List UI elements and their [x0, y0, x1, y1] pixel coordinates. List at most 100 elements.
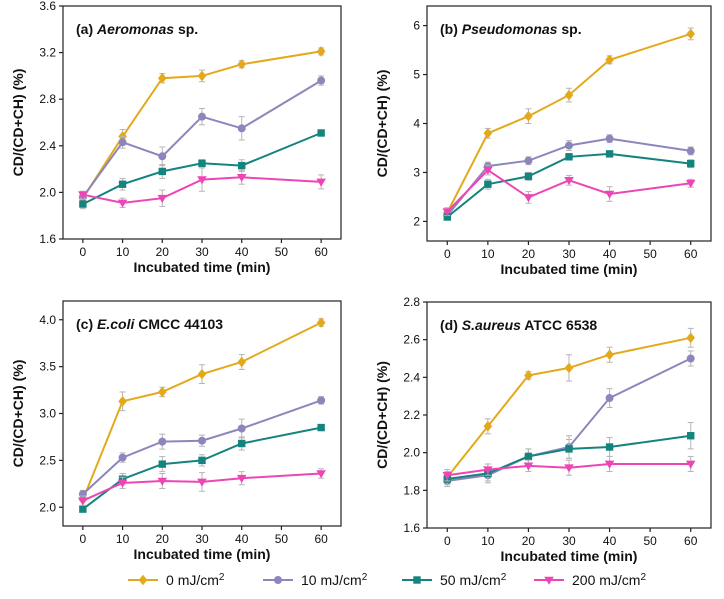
y-tick-label: 2.0: [403, 446, 420, 460]
y-tick-label: 3.0: [39, 407, 56, 421]
data-point: [524, 370, 533, 381]
data-point: [157, 477, 168, 486]
series-0-mj: [78, 317, 326, 506]
data-point: [157, 386, 167, 398]
series-line: [447, 434, 691, 480]
y-tick-label: 4.0: [39, 313, 56, 327]
data-point: [79, 200, 87, 208]
data-point: [605, 150, 614, 158]
data-point: [483, 421, 493, 432]
series-200-mj: [78, 167, 326, 209]
panel-title: (c) E.coli CMCC 44103: [76, 316, 223, 332]
legend-superscript: 2: [501, 572, 507, 583]
data-point: [78, 191, 88, 200]
x-tick-label: 40: [235, 245, 249, 259]
data-point: [686, 332, 696, 344]
legend-value: 0: [166, 572, 174, 588]
y-tick-label: 1.8: [403, 483, 420, 497]
y-tick-label: 2.4: [403, 370, 420, 384]
panel-title: (b) Pseudomonas sp.: [440, 21, 582, 37]
x-tick-label: 60: [314, 245, 328, 259]
series-line: [446, 137, 691, 217]
y-tick-label: 3.6: [39, 0, 56, 13]
series-50-mj: [443, 150, 695, 221]
x-tick-label: 20: [156, 532, 170, 546]
data-point: [238, 439, 246, 448]
panels: 1.62.02.42.83.23.60 10 20 30 40 50 60Incubated…: [10, 0, 712, 564]
data-point: [236, 474, 247, 483]
data-point: [158, 167, 166, 176]
legend-superscript: 2: [219, 572, 225, 583]
x-tick-label: 30: [195, 245, 209, 259]
legend-item-10-mj: 10 mJ/cm2: [263, 572, 368, 588]
data-point: [605, 134, 614, 143]
legend-marker: [138, 574, 148, 586]
legend-label: 200 mJ/cm2: [572, 572, 646, 589]
series-line: [446, 336, 691, 478]
data-point: [237, 58, 247, 70]
series-line: [82, 472, 322, 502]
series-10-mj: [78, 396, 326, 499]
panel-label: (d): [440, 317, 458, 333]
y-tick-label: 3: [413, 165, 420, 179]
legend-item-200-mj: 200 mJ/cm2: [534, 572, 646, 589]
data-point: [524, 452, 533, 461]
y-axis-title: CD/(CD+CH) (%): [10, 360, 26, 468]
data-point: [605, 349, 614, 361]
organism-name: Aeromonas: [96, 21, 174, 37]
series-50-mj: [79, 423, 325, 513]
data-point: [117, 199, 128, 208]
legend-superscript: 2: [362, 572, 368, 583]
x-tick-label: 50: [643, 534, 657, 548]
series-line: [447, 463, 691, 477]
legend-marker: [413, 576, 421, 584]
data-point: [158, 437, 167, 446]
series-line: [81, 321, 322, 501]
series-line: [82, 399, 322, 495]
series-line: [82, 50, 322, 199]
data-point: [236, 173, 247, 183]
data-point: [316, 470, 326, 479]
x-axis-title: Incubated time (min): [134, 259, 271, 275]
series-line: [82, 132, 322, 205]
data-point: [565, 141, 573, 150]
y-tick-label: 2.2: [403, 408, 420, 422]
x-axis-title: Incubated time (min): [501, 548, 638, 564]
data-point: [118, 180, 127, 188]
y-tick-label: 5: [413, 68, 420, 82]
data-point: [316, 46, 326, 57]
data-point: [564, 362, 574, 374]
data-point: [157, 72, 167, 84]
data-point: [118, 138, 127, 147]
data-point: [197, 368, 207, 380]
data-point: [238, 161, 246, 170]
x-tick-label: 0: [444, 534, 451, 548]
legend-value: 50: [440, 572, 456, 588]
data-point: [687, 432, 695, 440]
series-10-mj: [78, 75, 326, 203]
data-point: [198, 456, 206, 465]
legend-marker: [544, 576, 554, 585]
data-point: [198, 112, 206, 121]
x-tick-label: 30: [562, 534, 576, 548]
y-axis-title: CD/(CD+CH) (%): [10, 69, 26, 177]
data-point: [158, 152, 167, 161]
organism-name: Pseudomonas: [462, 21, 558, 37]
data-point: [483, 466, 493, 475]
plot-frame: [426, 301, 712, 529]
panel-label: (b): [440, 21, 458, 37]
data-point: [524, 110, 533, 122]
panel-title: (a) Aeromonas sp.: [76, 21, 198, 37]
y-tick-label: 2: [413, 214, 420, 228]
x-tick-label: 0: [444, 247, 451, 261]
x-tick-label: 40: [603, 534, 617, 548]
data-point: [604, 460, 615, 469]
y-tick-label: 2.5: [39, 453, 56, 467]
data-point: [484, 180, 492, 188]
data-point: [686, 354, 695, 363]
x-tick-label: 20: [156, 245, 170, 259]
data-point: [237, 356, 247, 368]
data-point: [605, 394, 614, 403]
y-tick-label: 1.6: [403, 521, 420, 535]
organism-name: E.coli: [97, 316, 135, 332]
